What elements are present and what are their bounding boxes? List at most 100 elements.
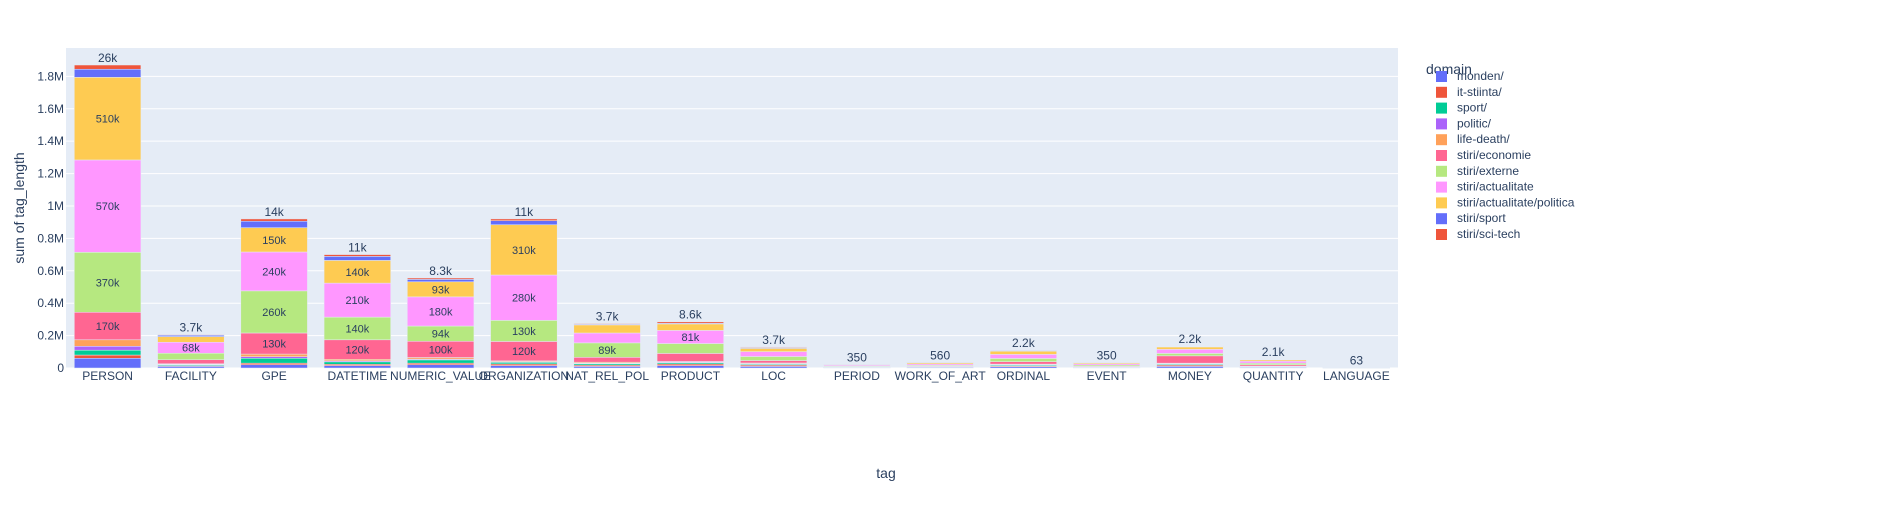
bar-segment <box>407 360 474 363</box>
bar-segment <box>407 279 474 281</box>
x-tick-label: WORK_OF_ART <box>895 369 987 383</box>
bar-value-label: 260k <box>262 307 286 319</box>
bar-total-label: 2.2k <box>1179 332 1203 346</box>
bar-total-label: 3.7k <box>180 321 204 335</box>
bar-segment <box>657 322 724 323</box>
bar-segment <box>574 357 641 362</box>
bar-value-label: 140k <box>345 267 369 279</box>
bar-total-label: 11k <box>348 241 367 255</box>
bar-value-label: 180k <box>429 306 453 318</box>
x-tick-label: PERSON <box>82 369 133 383</box>
bar-segment <box>1157 353 1224 355</box>
bar-value-label: 130k <box>262 339 286 351</box>
y-tick-label: 1.4M <box>37 134 64 148</box>
x-tick-label: ORDINAL <box>997 369 1051 383</box>
legend-label: sport/ <box>1457 101 1488 115</box>
y-tick-label: 1M <box>47 199 64 213</box>
y-tick-label: 0.8M <box>37 231 64 245</box>
bar-total-label: 8.3k <box>429 264 453 278</box>
bar-segment <box>990 351 1057 354</box>
bar-value-label: 120k <box>512 346 536 358</box>
bar-segment <box>407 278 474 279</box>
bar-total-label: 63 <box>1350 354 1364 368</box>
bar-segment <box>324 256 391 260</box>
x-tick-label: PRODUCT <box>661 369 721 383</box>
bar-segment <box>1240 361 1307 363</box>
bar-segment <box>740 347 807 348</box>
bar-segment <box>324 362 391 364</box>
bar-value-label: 81k <box>682 332 700 344</box>
bar-value-label: 130k <box>512 326 536 338</box>
legend-label: it-stiinta/ <box>1457 85 1502 99</box>
legend-swatch <box>1436 71 1447 82</box>
bar-segment <box>740 356 807 360</box>
bar-value-label: 240k <box>262 266 286 278</box>
x-tick-label: PERIOD <box>834 369 880 383</box>
bar-segment <box>407 365 474 368</box>
bar-segment <box>990 362 1057 364</box>
legend-swatch <box>1436 197 1447 208</box>
bar-value-label: 310k <box>512 245 536 257</box>
bar-segment <box>740 361 807 363</box>
bar-total-label: 2.2k <box>1012 336 1036 350</box>
bar-value-label: 170k <box>96 321 120 333</box>
bar-total-label: 14k <box>264 205 284 219</box>
y-tick-label: 0.2M <box>37 329 64 343</box>
y-tick-label: 0.6M <box>37 264 64 278</box>
legend-swatch <box>1436 229 1447 240</box>
bar-value-label: 120k <box>345 345 369 357</box>
legend-label: stiri/economie <box>1457 148 1531 162</box>
bar-segment <box>1157 349 1224 353</box>
y-tick-label: 1.8M <box>37 69 64 83</box>
bar-segment <box>74 65 141 69</box>
bar-segment <box>990 354 1057 358</box>
y-tick-label: 0.4M <box>37 296 64 310</box>
bar-segment <box>74 350 141 355</box>
legend-swatch <box>1436 166 1447 177</box>
bar-segment <box>1157 347 1224 349</box>
bar-total-label: 8.6k <box>679 308 703 322</box>
bar-segment <box>491 219 558 221</box>
bar-segment <box>74 346 141 350</box>
bar-value-label: 140k <box>345 323 369 335</box>
bar-segment <box>241 365 308 368</box>
bar-segment <box>491 221 558 225</box>
bar-total-label: 11k <box>515 205 534 219</box>
bar-value-label: 68k <box>182 343 200 355</box>
bar-value-label: 100k <box>429 344 453 356</box>
legend-label: life-death/ <box>1457 132 1510 146</box>
y-tick-label: 1.2M <box>37 167 64 181</box>
bar-value-label: 210k <box>345 295 369 307</box>
bar-total-label: 560 <box>930 348 950 362</box>
bar-value-label: 510k <box>96 114 120 126</box>
bar-segment <box>990 358 1057 361</box>
x-axis-title: tag <box>876 465 895 481</box>
bar-segment <box>74 69 141 77</box>
x-tick-label: GPE <box>261 369 286 383</box>
bar-value-label: 370k <box>96 277 120 289</box>
legend-label: stiri/actualitate/politica <box>1457 195 1575 209</box>
bar-value-label: 280k <box>512 293 536 305</box>
bar-total-label: 3.7k <box>596 309 620 323</box>
bar-segment <box>657 344 724 354</box>
y-tick-label: 0 <box>57 361 64 375</box>
bar-segment <box>657 366 724 368</box>
bar-value-label: 570k <box>96 201 120 213</box>
x-tick-label: NUMERIC_VALUE <box>390 369 491 383</box>
legend-swatch <box>1436 87 1447 98</box>
legend-label: stiri/actualitate <box>1457 180 1534 194</box>
legend-label: stiri/sci-tech <box>1457 227 1520 241</box>
bar-segment <box>74 355 141 358</box>
legend-label: monden/ <box>1457 69 1504 83</box>
bar-segment <box>158 360 225 364</box>
bar-value-label: 94k <box>432 329 450 341</box>
bar-segment <box>241 221 308 227</box>
bar-value-label: 93k <box>432 284 450 296</box>
legend-swatch <box>1436 118 1447 129</box>
bar-total-label: 2.1k <box>1262 345 1286 359</box>
bar-segment <box>324 366 391 368</box>
bar-segment <box>740 352 807 357</box>
legend-swatch <box>1436 213 1447 224</box>
bar-segment <box>657 324 724 330</box>
